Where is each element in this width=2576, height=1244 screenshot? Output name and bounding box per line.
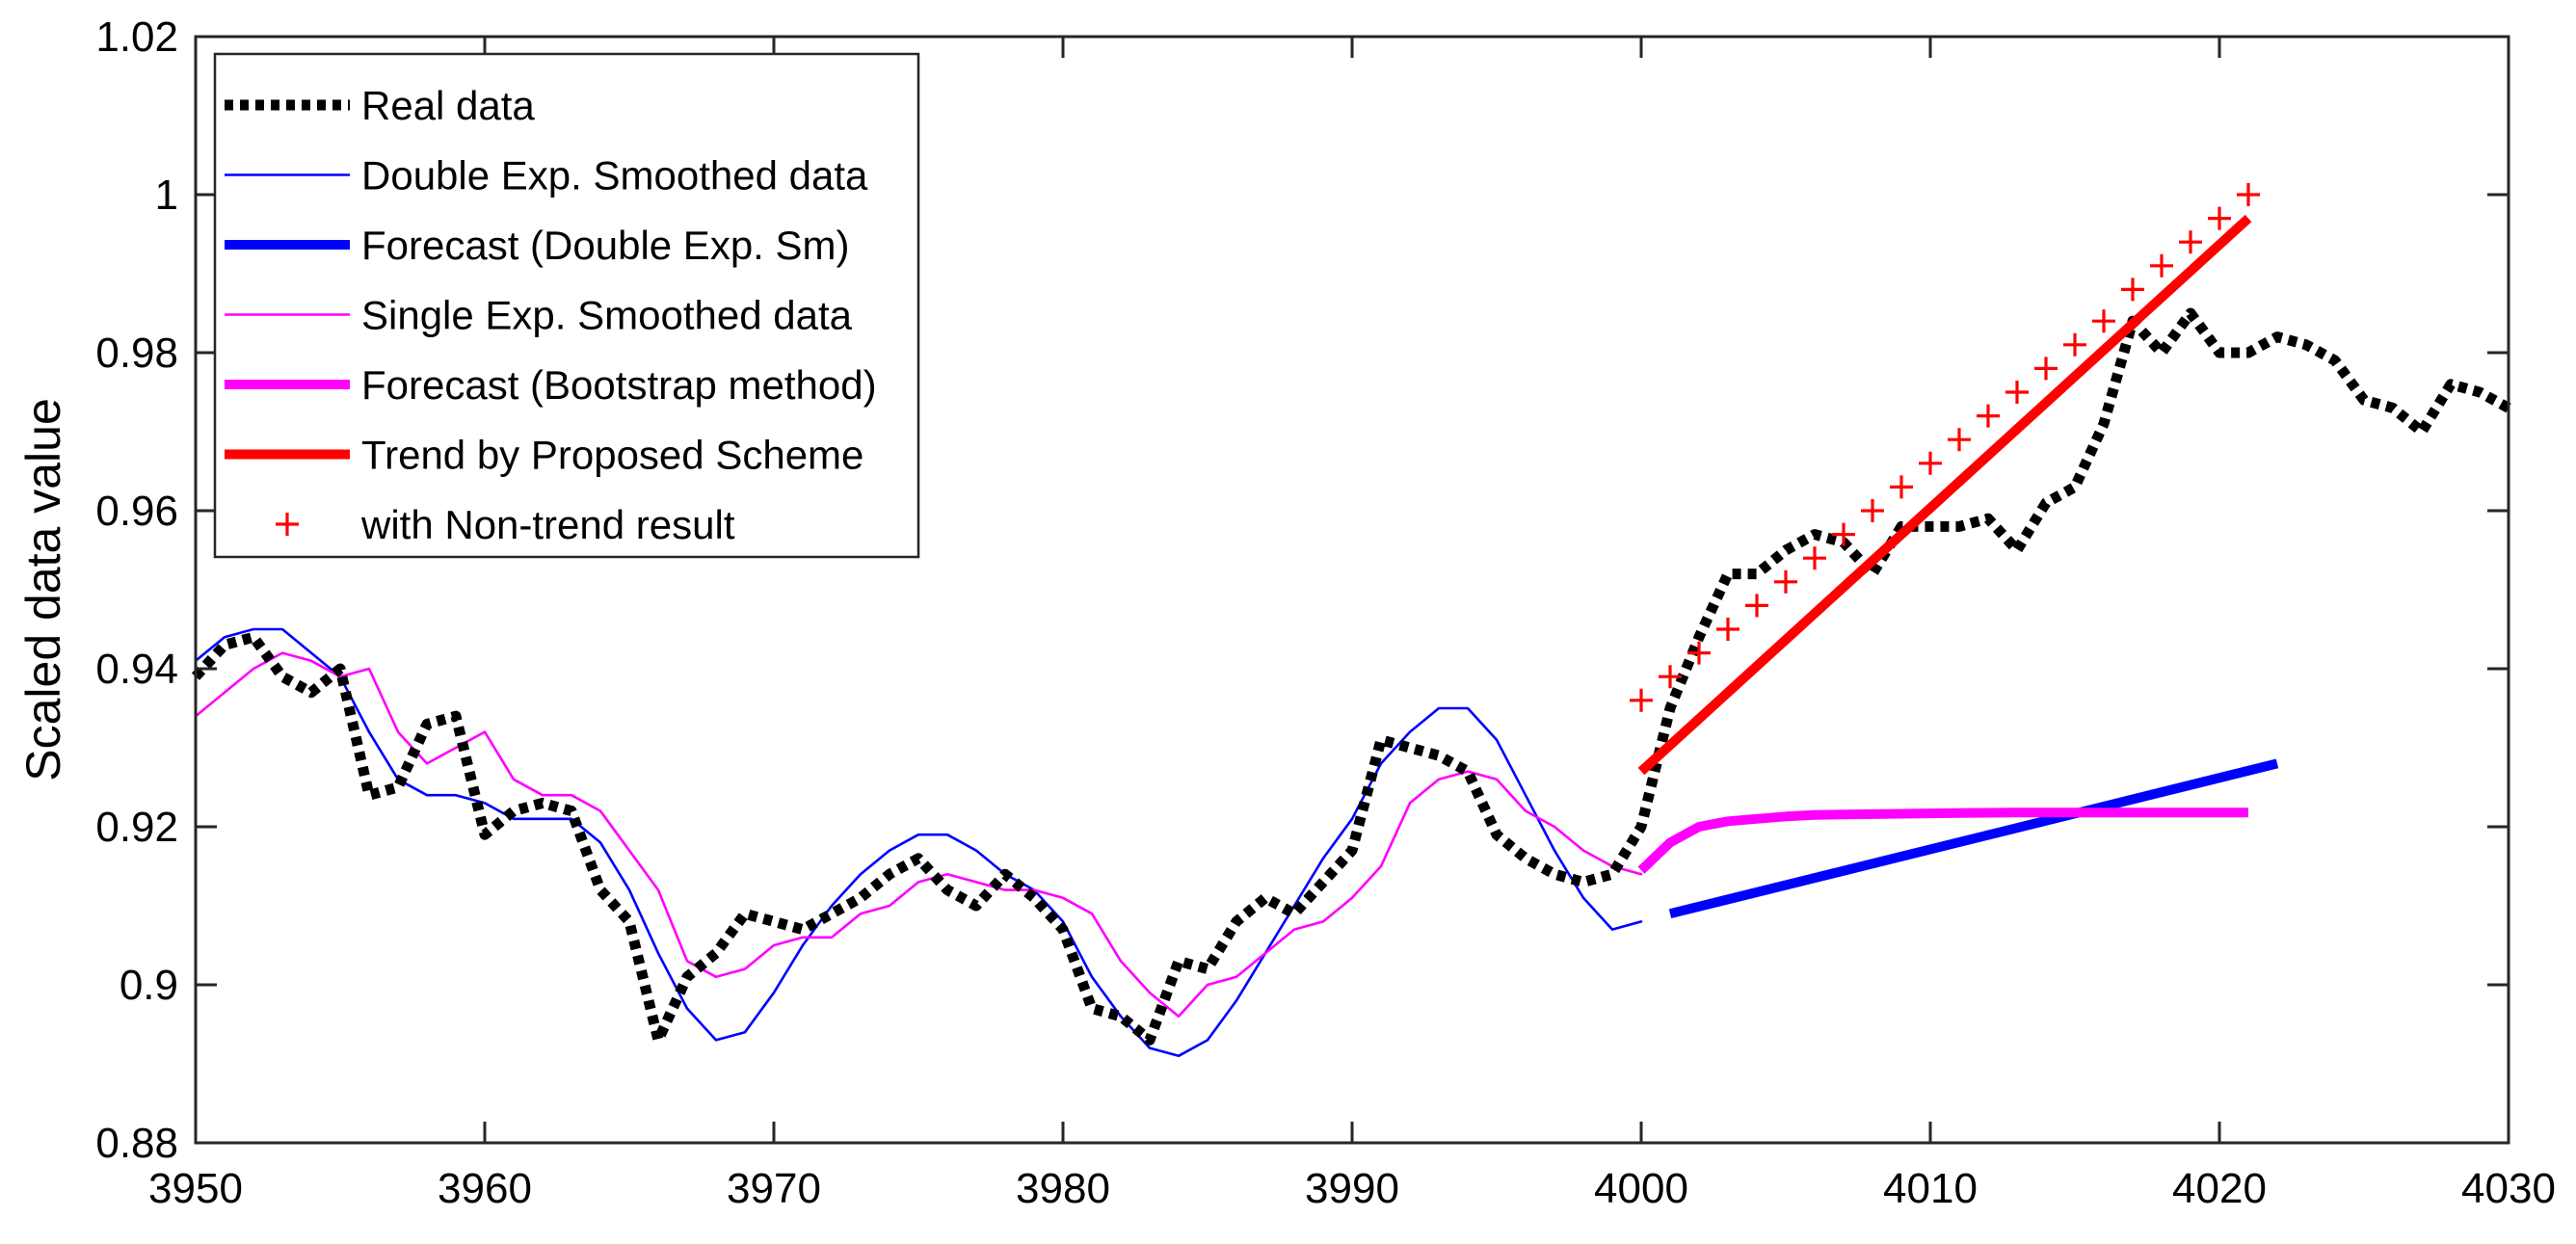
- marker-point: [1774, 569, 1797, 594]
- x-tick-label: 4030: [2461, 1165, 2556, 1212]
- legend-label: Forecast (Double Exp. Sm): [361, 223, 850, 268]
- y-tick-label: 1.02: [95, 13, 178, 61]
- legend-box: [213, 52, 920, 559]
- x-tick-label: 4010: [1883, 1165, 1978, 1212]
- series-real-data: [191, 307, 2511, 1045]
- series-double-exp-smoothed-data: [194, 627, 1643, 1058]
- legend-entry-double-exp-smoothed-data: Double Exp. Smoothed data: [225, 153, 868, 199]
- x-tick-label: 3980: [1016, 1165, 1110, 1212]
- legend-entries: Real data Double Exp. Smoothed data Foreca…: [225, 83, 877, 547]
- legend-entry-forecast-bootstrap-method: Forecast (Bootstrap method): [225, 362, 877, 408]
- marker-point: [2034, 357, 2058, 381]
- legend-label: Real data: [361, 83, 535, 128]
- x-tick-label: 4000: [1594, 1165, 1688, 1212]
- legend-entry-trend-by-proposed-scheme: Trend by Proposed Scheme: [225, 433, 863, 478]
- series-single-exp-smoothed-data: [194, 651, 1643, 1019]
- legend-label: with Non-trend result: [360, 502, 735, 547]
- x-tick-label: 3950: [148, 1165, 243, 1212]
- marker-point: [2063, 332, 2086, 357]
- legend-entry-forecast-double-exp-sm: Forecast (Double Exp. Sm): [225, 223, 850, 268]
- x-tick-label: 3990: [1305, 1165, 1399, 1212]
- marker-point: [1687, 641, 1711, 665]
- ticks-layer: 3950 3960 3970 3980 3990 4000 4010 4020 4030 0.88…: [95, 13, 2556, 1212]
- legend-label: Double Exp. Smoothed data: [361, 153, 868, 199]
- marker-point: [1832, 522, 1855, 546]
- marker-point: [2150, 253, 2173, 278]
- marker-point: [2005, 381, 2029, 404]
- marker-point: [2179, 230, 2202, 254]
- marker-point: [1745, 594, 1768, 618]
- legend-label: Forecast (Bootstrap method): [361, 362, 877, 408]
- marker-point: [1890, 475, 1913, 499]
- marker-point: [2121, 278, 2144, 302]
- legend-entry-real-data: Real data: [225, 83, 535, 128]
- marker-point: [1861, 499, 1884, 522]
- series-forecast-bootstrap-method: [1637, 807, 2248, 874]
- marker-point: [2208, 206, 2231, 230]
- series-with-non-trend-result: [1630, 183, 2260, 712]
- y-tick-label: 0.94: [95, 646, 178, 693]
- y-tick-label: 0.88: [95, 1120, 178, 1167]
- y-tick-label: 0.92: [95, 804, 178, 851]
- legend-label: Single Exp. Smoothed data: [361, 293, 853, 338]
- marker-point: [1630, 688, 1653, 712]
- marker-point: [1948, 428, 1971, 452]
- y-axis-label: Scaled data value: [16, 398, 70, 781]
- x-tick-label: 4020: [2172, 1165, 2267, 1212]
- legend-swatch: [276, 513, 299, 536]
- marker-point: [1716, 618, 1739, 641]
- legend-label: Trend by Proposed Scheme: [361, 433, 863, 478]
- legend-entry-with-non-trend-result: with Non-trend result: [276, 502, 735, 547]
- y-tick-label: 1: [155, 172, 178, 219]
- series-trend-by-proposed-scheme: [1637, 214, 2252, 776]
- series-layer: [191, 183, 2511, 1058]
- y-tick-label: 0.96: [95, 488, 178, 535]
- marker-point: [1659, 665, 1682, 689]
- series-forecast-double-exp-sm: [1668, 758, 2279, 919]
- legend-entry-single-exp-smoothed-data: Single Exp. Smoothed data: [225, 293, 853, 338]
- y-tick-label: 0.9: [120, 962, 178, 1009]
- x-tick-label: 3960: [438, 1165, 532, 1212]
- marker-point: [1977, 404, 2000, 428]
- legend: Real data Double Exp. Smoothed data Foreca…: [213, 52, 920, 559]
- x-tick-label: 3970: [727, 1165, 821, 1212]
- marker-point: [1803, 546, 1826, 570]
- marker-point: [1919, 451, 1942, 475]
- y-tick-label: 0.98: [95, 330, 178, 377]
- marker-point: [2092, 309, 2115, 333]
- marker-point: [2237, 183, 2260, 206]
